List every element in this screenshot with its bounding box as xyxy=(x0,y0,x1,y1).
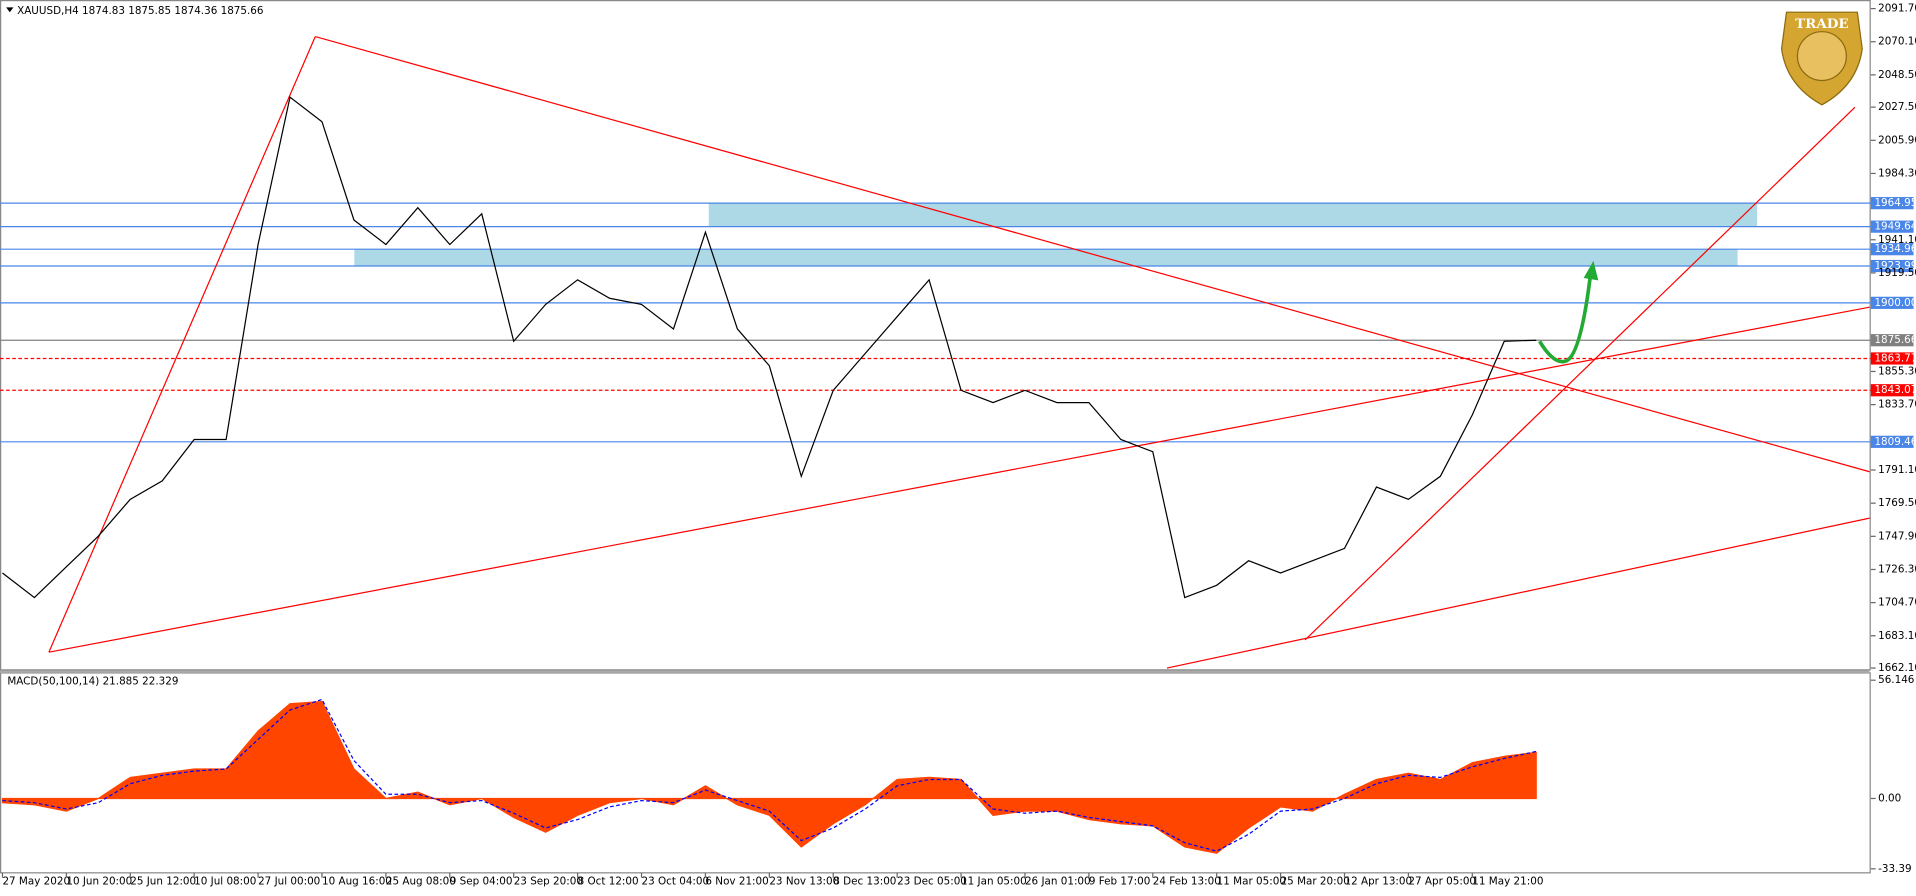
trend-line xyxy=(315,35,1870,473)
trend-line xyxy=(48,36,316,653)
y-tick-label: 0.00 xyxy=(1878,792,1901,804)
x-tick-label: 24 Feb 13:00 xyxy=(1153,875,1221,887)
x-tick-label: 27 May 2020 xyxy=(2,875,70,887)
trend-line xyxy=(48,306,1870,653)
y-tick-label: 1726.30 xyxy=(1878,563,1916,575)
macd-title: MACD(50,100,14) 21.885 22.329 xyxy=(7,675,178,687)
x-tick-label: 25 Mar 20:00 xyxy=(1281,875,1350,887)
y-tick-label: 2070.10 xyxy=(1878,36,1916,48)
level-label: 1875.66 xyxy=(1874,334,1916,346)
price-frame xyxy=(0,0,1871,671)
level-label-box xyxy=(1870,220,1914,233)
level-label: 1863.77 xyxy=(1874,352,1916,364)
x-tick-label: 10 Jun 20:00 xyxy=(66,875,132,887)
y-tick-label: 56.146 xyxy=(1878,674,1914,686)
level-label-box xyxy=(1870,384,1914,397)
x-tick-label: 23 Dec 05:00 xyxy=(897,875,967,887)
y-tick-label: 1833.70 xyxy=(1878,399,1916,411)
x-tick-label: 12 Apr 13:00 xyxy=(1344,875,1412,887)
x-tick-label: 10 Jul 08:00 xyxy=(194,875,256,887)
y-tick-label: 1683.10 xyxy=(1878,630,1916,642)
logo: TRADE xyxy=(1780,11,1863,106)
level-label: 1949.64 xyxy=(1874,221,1916,233)
x-tick-label: 27 Jul 00:00 xyxy=(258,875,320,887)
level-label: 1964.95 xyxy=(1874,197,1916,209)
y-tick-label: 1791.10 xyxy=(1878,464,1916,476)
x-tick-label: 25 Aug 08:00 xyxy=(386,875,456,887)
price-line xyxy=(2,96,1537,599)
x-tick-label: 11 Mar 05:00 xyxy=(1217,875,1286,887)
level-label: 1809.46 xyxy=(1874,436,1916,448)
y-tick-label: 1747.90 xyxy=(1878,530,1916,542)
y-tick-label: 2091.70 xyxy=(1878,3,1916,15)
level-label: 1934.96 xyxy=(1874,243,1916,255)
y-tick-label: 1855.30 xyxy=(1878,365,1916,377)
x-tick-label: 23 Nov 13:00 xyxy=(769,875,839,887)
x-tick-label: 9 Feb 17:00 xyxy=(1089,875,1150,887)
level-label-box xyxy=(1870,259,1914,273)
x-tick-label: 9 Sep 04:00 xyxy=(450,875,513,887)
level-label-box xyxy=(1870,197,1914,210)
trend-line xyxy=(1166,517,1870,669)
logo-text: TRADE xyxy=(1795,16,1848,32)
x-tick-label: 8 Dec 13:00 xyxy=(833,875,896,887)
zone xyxy=(354,249,1738,267)
level-label-box xyxy=(1870,243,1914,256)
x-tick-label: 10 Aug 16:00 xyxy=(322,875,392,887)
signal-line xyxy=(2,698,1537,852)
y-tick-label: 1704.70 xyxy=(1878,597,1916,609)
logo-ring xyxy=(1796,31,1847,82)
y-tick-label: 2005.90 xyxy=(1878,134,1916,146)
level-label-box xyxy=(1870,334,1914,347)
x-tick-label: 27 Apr 05:00 xyxy=(1408,875,1476,887)
level-label: 1843.07 xyxy=(1874,384,1916,396)
zone xyxy=(708,203,1758,227)
x-tick-label: 8 Oct 12:00 xyxy=(578,875,639,887)
y-tick-label: 2027.50 xyxy=(1878,101,1916,113)
x-tick-label: 23 Sep 20:00 xyxy=(514,875,583,887)
level-label: 1900.00 xyxy=(1874,297,1916,309)
x-tick-label: 11 Jan 05:00 xyxy=(961,875,1027,887)
y-tick-label: 1984.30 xyxy=(1878,167,1916,179)
y-tick-label: 2048.50 xyxy=(1878,69,1916,81)
trend-line xyxy=(1304,106,1856,641)
y-tick-label: 1919.50 xyxy=(1878,267,1916,279)
arrow-path xyxy=(1538,270,1593,364)
trend-lines xyxy=(48,35,1870,669)
y-tick-label: 1941.10 xyxy=(1878,234,1916,246)
level-label: 1923.99 xyxy=(1874,260,1916,272)
macd-histogram xyxy=(1,700,1537,854)
x-tick-label: 6 Nov 21:00 xyxy=(705,875,768,887)
x-tick-label: 25 Jun 12:00 xyxy=(130,875,196,887)
y-tick-label: 1769.50 xyxy=(1878,497,1916,509)
level-label-box xyxy=(1870,296,1914,309)
x-tick-label: 23 Oct 04:00 xyxy=(642,875,710,887)
level-label-box xyxy=(1870,352,1914,365)
y-tick-label: 1662.10 xyxy=(1878,662,1916,674)
y-tick-label: -33.39 xyxy=(1878,863,1911,875)
chart-title: XAUUSD,H4 1874.83 1875.85 1874.36 1875.6… xyxy=(17,5,263,17)
level-label-box xyxy=(1870,435,1914,448)
x-tick-label: 11 May 21:00 xyxy=(1472,875,1543,887)
forecast-arrow xyxy=(1538,260,1599,364)
x-tick-label: 26 Jan 01:00 xyxy=(1025,875,1091,887)
arrow-head xyxy=(1583,260,1599,281)
symbol-marker xyxy=(6,7,14,13)
